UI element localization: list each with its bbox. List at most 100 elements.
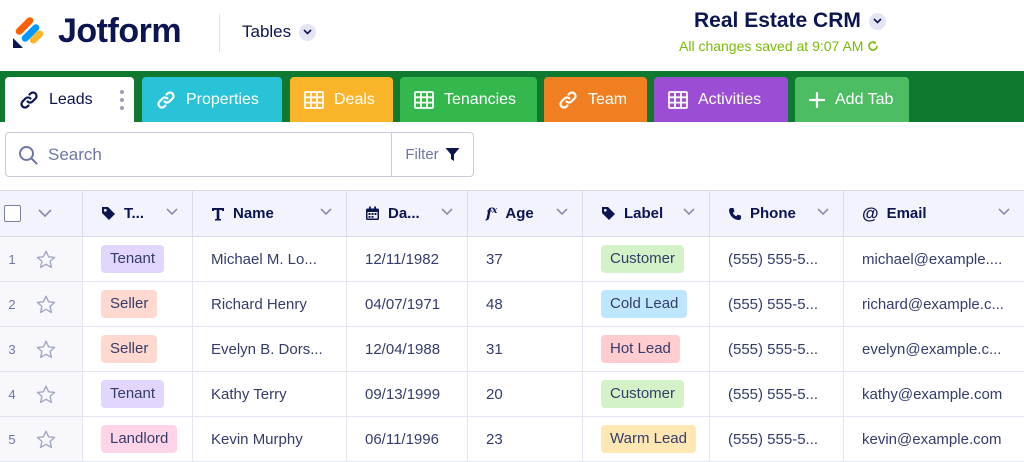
age-cell[interactable]: 48 bbox=[468, 282, 583, 326]
tab-leads[interactable]: Leads bbox=[5, 77, 134, 122]
row-select-cell: 5 bbox=[0, 417, 83, 461]
chevron-down-icon[interactable] bbox=[556, 208, 568, 216]
phone-cell[interactable]: (555) 555-5... bbox=[710, 237, 844, 281]
crm-title-dropdown[interactable]: Real Estate CRM bbox=[694, 9, 886, 33]
tab-options-icon[interactable] bbox=[120, 90, 124, 110]
label-cell[interactable]: Customer bbox=[583, 372, 710, 416]
tables-nav-label: Tables bbox=[242, 22, 291, 42]
column-label: Email bbox=[887, 205, 927, 222]
phone-cell[interactable]: (555) 555-5... bbox=[710, 372, 844, 416]
grid-icon bbox=[304, 91, 324, 109]
name-cell[interactable]: Michael M. Lo... bbox=[193, 237, 347, 281]
column-label: Name bbox=[233, 205, 274, 222]
name-cell[interactable]: Kathy Terry bbox=[193, 372, 347, 416]
chevron-down-icon[interactable] bbox=[998, 208, 1010, 216]
chevron-down-icon[interactable] bbox=[166, 208, 178, 216]
type-cell[interactable]: Tenant bbox=[83, 237, 193, 281]
jotform-logo-icon[interactable] bbox=[10, 14, 44, 50]
date-cell[interactable]: 09/13/1999 bbox=[347, 372, 468, 416]
phone-icon bbox=[728, 207, 742, 221]
column-header-type[interactable]: T... bbox=[83, 191, 193, 236]
label-cell[interactable]: Customer bbox=[583, 237, 710, 281]
table-row[interactable]: 5 Landlord Kevin Murphy 06/11/1996 23 Wa… bbox=[0, 417, 1024, 462]
age-cell[interactable]: 23 bbox=[468, 417, 583, 461]
search-box: Filter bbox=[5, 132, 474, 177]
label-pill: Hot Lead bbox=[601, 335, 680, 363]
chevron-down-icon[interactable] bbox=[320, 208, 332, 216]
tab-properties[interactable]: Properties bbox=[142, 77, 282, 122]
column-header-label[interactable]: Label bbox=[583, 191, 710, 236]
email-cell[interactable]: michael@example.... bbox=[844, 237, 1024, 281]
date-cell[interactable]: 04/07/1971 bbox=[347, 282, 468, 326]
header-divider bbox=[219, 14, 220, 52]
type-cell[interactable]: Tenant bbox=[83, 372, 193, 416]
app-header: Jotform Tables Real Estate CRM All chang… bbox=[0, 0, 1024, 71]
star-icon[interactable] bbox=[36, 250, 56, 269]
column-header-phone[interactable]: Phone bbox=[710, 191, 844, 236]
column-label: Phone bbox=[750, 205, 796, 222]
brand-name[interactable]: Jotform bbox=[58, 12, 181, 51]
column-header-date[interactable]: Da... bbox=[347, 191, 468, 236]
age-cell[interactable]: 37 bbox=[468, 237, 583, 281]
chevron-down-icon bbox=[299, 24, 316, 41]
table-row[interactable]: 2 Seller Richard Henry 04/07/1971 48 Col… bbox=[0, 282, 1024, 327]
select-all-checkbox[interactable] bbox=[4, 205, 21, 222]
name-cell[interactable]: Kevin Murphy bbox=[193, 417, 347, 461]
at-icon: @ bbox=[862, 204, 879, 224]
chevron-down-icon[interactable] bbox=[683, 208, 695, 216]
chevron-down-icon[interactable] bbox=[38, 209, 52, 218]
type-pill: Tenant bbox=[101, 380, 164, 408]
search-input[interactable] bbox=[48, 145, 378, 165]
email-cell[interactable]: kevin@example.com bbox=[844, 417, 1024, 461]
filter-button[interactable]: Filter bbox=[391, 133, 473, 176]
row-number: 5 bbox=[0, 432, 24, 447]
date-cell[interactable]: 12/11/1982 bbox=[347, 237, 468, 281]
table-row[interactable]: 3 Seller Evelyn B. Dors... 12/04/1988 31… bbox=[0, 327, 1024, 372]
date-cell[interactable]: 06/11/1996 bbox=[347, 417, 468, 461]
age-cell[interactable]: 20 bbox=[468, 372, 583, 416]
calendar-icon bbox=[365, 206, 380, 221]
email-cell[interactable]: kathy@example.com bbox=[844, 372, 1024, 416]
name-cell[interactable]: Richard Henry bbox=[193, 282, 347, 326]
table-row[interactable]: 4 Tenant Kathy Terry 09/13/1999 20 Custo… bbox=[0, 372, 1024, 417]
tables-nav-dropdown[interactable]: Tables bbox=[242, 22, 316, 42]
tab-tenancies[interactable]: Tenancies bbox=[400, 77, 537, 122]
label-cell[interactable]: Warm Lead bbox=[583, 417, 710, 461]
date-cell[interactable]: 12/04/1988 bbox=[347, 327, 468, 371]
column-header-name[interactable]: Name bbox=[193, 191, 347, 236]
star-icon[interactable] bbox=[36, 340, 56, 359]
type-cell[interactable]: Seller bbox=[83, 327, 193, 371]
phone-cell[interactable]: (555) 555-5... bbox=[710, 327, 844, 371]
tab-deals[interactable]: Deals bbox=[290, 77, 393, 122]
email-cell[interactable]: richard@example.c... bbox=[844, 282, 1024, 326]
tab-team[interactable]: Team bbox=[544, 77, 647, 122]
star-icon[interactable] bbox=[36, 385, 56, 404]
phone-cell[interactable]: (555) 555-5... bbox=[710, 282, 844, 326]
star-icon[interactable] bbox=[36, 295, 56, 314]
refresh-icon bbox=[867, 40, 879, 52]
chevron-down-icon[interactable] bbox=[441, 208, 453, 216]
email-cell[interactable]: evelyn@example.c... bbox=[844, 327, 1024, 371]
label-cell[interactable]: Hot Lead bbox=[583, 327, 710, 371]
add-tab-button[interactable]: Add Tab bbox=[795, 77, 909, 122]
age-cell[interactable]: 31 bbox=[468, 327, 583, 371]
type-cell[interactable]: Landlord bbox=[83, 417, 193, 461]
tab-activities[interactable]: Activities bbox=[654, 77, 788, 122]
label-cell[interactable]: Cold Lead bbox=[583, 282, 710, 326]
star-icon[interactable] bbox=[36, 430, 56, 449]
column-header-email[interactable]: @ Email bbox=[844, 191, 1024, 236]
search-icon bbox=[18, 145, 38, 165]
link-icon bbox=[156, 90, 176, 110]
name-cell[interactable]: Evelyn B. Dors... bbox=[193, 327, 347, 371]
type-cell[interactable]: Seller bbox=[83, 282, 193, 326]
phone-cell[interactable]: (555) 555-5... bbox=[710, 417, 844, 461]
plus-icon bbox=[809, 92, 825, 108]
table-row[interactable]: 1 Tenant Michael M. Lo... 12/11/1982 37 … bbox=[0, 237, 1024, 282]
chevron-down-icon[interactable] bbox=[817, 208, 829, 216]
type-pill: Seller bbox=[101, 290, 157, 318]
link-icon bbox=[19, 90, 39, 110]
row-number: 1 bbox=[0, 252, 24, 267]
type-pill: Tenant bbox=[101, 245, 164, 273]
crm-title: Real Estate CRM bbox=[694, 9, 861, 33]
